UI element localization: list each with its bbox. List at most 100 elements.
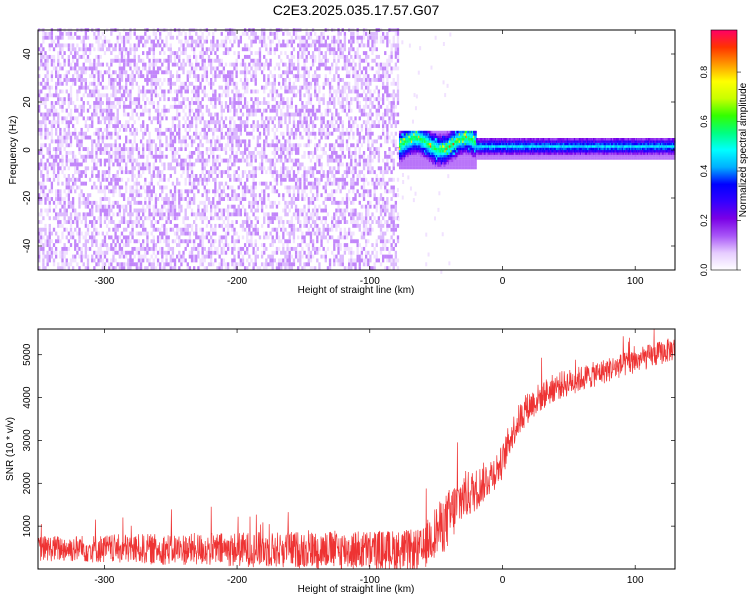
heatmap-cell (129, 189, 131, 193)
heatmap-cell (269, 63, 271, 67)
heatmap-cell (261, 151, 263, 155)
heatmap-cell (289, 120, 291, 124)
heatmap-cell (231, 147, 233, 151)
heatmap-cell (146, 139, 148, 143)
heatmap-cell (83, 70, 85, 74)
heatmap-cell (59, 212, 61, 216)
heatmap-cell (85, 78, 87, 82)
heatmap-cell (246, 105, 248, 109)
heatmap-cell (310, 66, 312, 70)
heatmap-cell (157, 59, 159, 63)
heatmap-cell (272, 120, 274, 124)
heatmap-cell (261, 147, 263, 151)
heatmap-cell (284, 78, 286, 82)
heatmap-cell (174, 105, 176, 109)
heatmap-cell (218, 124, 220, 128)
heatmap-cell (95, 251, 97, 255)
heatmap-cell (225, 147, 227, 151)
heatmap-cell (265, 247, 267, 251)
heatmap-cell (102, 262, 104, 266)
heatmap-cell (97, 159, 99, 163)
heatmap-cell (238, 147, 240, 151)
heatmap-cell (93, 239, 95, 243)
heatmap-cell (165, 216, 167, 220)
heatmap-cell (280, 59, 282, 63)
heatmap-cell (340, 101, 342, 105)
heatmap-cell (93, 86, 95, 90)
heatmap-cell (333, 166, 335, 170)
heatmap-cell (246, 82, 248, 86)
heatmap-cell (125, 147, 127, 151)
heatmap-cell (159, 43, 161, 47)
heatmap-cell (172, 266, 174, 270)
heatmap-cell (187, 228, 189, 232)
heatmap-cell (117, 251, 119, 255)
heatmap-cell (106, 205, 108, 209)
heatmap-cell (255, 201, 257, 205)
heatmap-cell (170, 43, 172, 47)
heatmap-cell (193, 139, 195, 143)
heatmap-cell (331, 151, 333, 155)
heatmap-cell (227, 212, 229, 216)
heatmap-cell (312, 78, 314, 82)
heatmap-cell (261, 116, 263, 120)
heatmap-cell (42, 155, 44, 159)
heatmap-cell (119, 66, 121, 70)
heatmap-cell (176, 162, 178, 166)
heatmap-cell (114, 143, 116, 147)
heatmap-cell (325, 82, 327, 86)
heatmap-cell (153, 51, 155, 55)
heatmap-cell (197, 116, 199, 120)
heatmap-cell (165, 66, 167, 70)
heatmap-cell (151, 43, 153, 47)
heatmap-cell (221, 109, 223, 113)
heatmap-cell (70, 90, 72, 94)
heatmap-cell (199, 212, 201, 216)
heatmap-cell (303, 174, 305, 178)
heatmap-cell (210, 78, 212, 82)
heatmap-cell (136, 216, 138, 220)
heatmap-cell (49, 239, 51, 243)
heatmap-cell (165, 255, 167, 259)
heatmap-cell (63, 216, 65, 220)
heatmap-cell (46, 243, 48, 247)
heatmap-cell (250, 162, 252, 166)
heatmap-cell (289, 235, 291, 239)
heatmap-cell (212, 239, 214, 243)
heatmap-cell (223, 90, 225, 94)
heatmap-cell (187, 205, 189, 209)
heatmap-cell (284, 228, 286, 232)
heatmap-cell (337, 55, 339, 59)
heatmap-cell (157, 78, 159, 82)
heatmap-cell (340, 243, 342, 247)
heatmap-cell (125, 186, 127, 190)
heatmap-cell (318, 132, 320, 136)
heatmap-cell (134, 47, 136, 51)
heatmap-cell (286, 243, 288, 247)
heatmap-cell (138, 155, 140, 159)
heatmap-cell (199, 178, 201, 182)
heatmap-cell (157, 220, 159, 224)
heatmap-cell (180, 262, 182, 266)
heatmap-cell (189, 120, 191, 124)
heatmap-cell (155, 212, 157, 216)
heatmap-cell (327, 155, 329, 159)
heatmap-cell (335, 243, 337, 247)
heatmap-cell (163, 174, 165, 178)
heatmap-cell (333, 262, 335, 266)
heatmap-cell (238, 247, 240, 251)
heatmap-cell (242, 262, 244, 266)
heatmap-cell (201, 47, 203, 51)
heatmap-cell (297, 74, 299, 78)
heatmap-cell (323, 209, 325, 213)
heatmap-cell (223, 159, 225, 163)
heatmap-cell (257, 151, 259, 155)
heatmap-cell (267, 193, 269, 197)
heatmap-cell (93, 36, 95, 40)
heatmap-cell (210, 166, 212, 170)
heatmap-cell (306, 216, 308, 220)
heatmap-cell (100, 93, 102, 97)
heatmap-cell (87, 266, 89, 270)
heatmap-cell (142, 74, 144, 78)
heatmap-cell (151, 86, 153, 90)
